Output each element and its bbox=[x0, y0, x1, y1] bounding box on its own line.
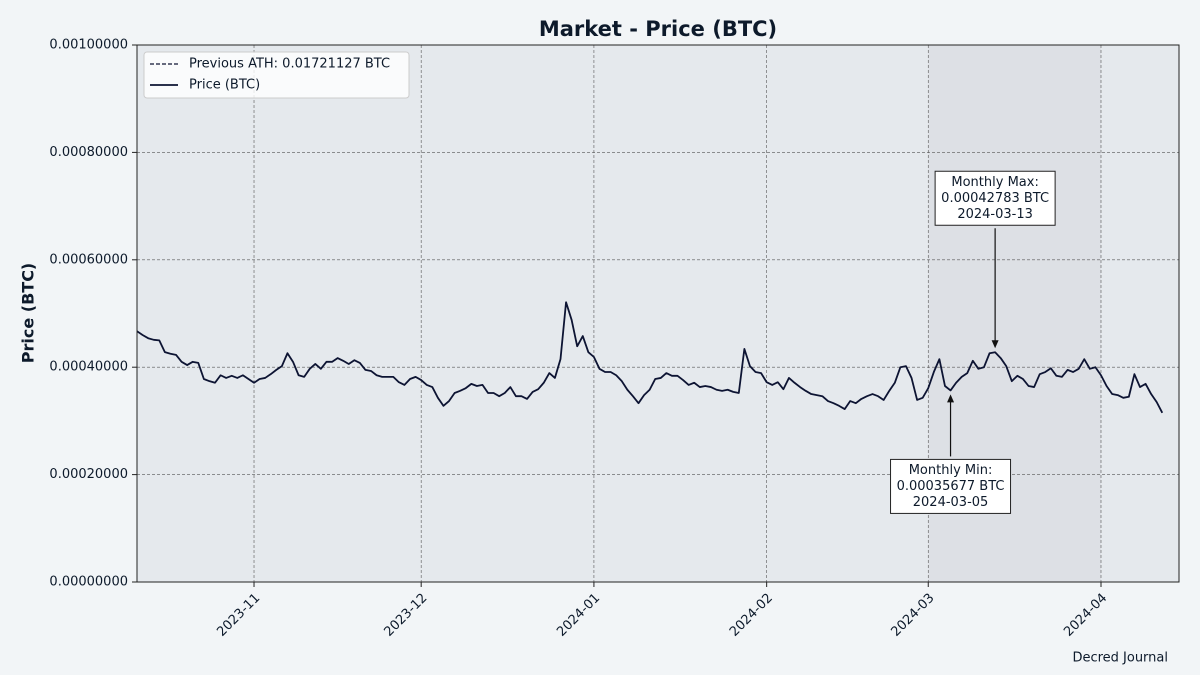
y-tick-label: 0.00020000 bbox=[49, 467, 128, 482]
legend-box bbox=[143, 51, 410, 99]
annotation-arrowhead bbox=[947, 394, 955, 403]
y-tick-label: 0.00060000 bbox=[49, 252, 128, 267]
x-tick-label: 2024-02 bbox=[727, 591, 776, 640]
x-tick-label: 2023-12 bbox=[381, 591, 430, 640]
annotation-text: 2024-03-05 bbox=[913, 495, 989, 510]
annotation-box bbox=[890, 458, 1012, 514]
footer: Decred Journal bbox=[1072, 651, 1168, 666]
annotation-box bbox=[934, 170, 1056, 226]
y-tick-label: 0.00100000 bbox=[49, 38, 128, 53]
plot-frame bbox=[136, 44, 1180, 583]
y-tick-label: 0.00040000 bbox=[49, 360, 128, 375]
annotation-text: Monthly Max: bbox=[951, 175, 1038, 190]
price-line bbox=[137, 301, 1164, 414]
annotation-text: Monthly Min: bbox=[909, 463, 993, 478]
x-tick-label: 2024-03 bbox=[889, 591, 938, 640]
x-tick-label: 2024-01 bbox=[554, 591, 603, 640]
legend-label: Price (BTC) bbox=[189, 78, 260, 93]
chart-title: Market - Price (BTC) bbox=[539, 17, 777, 41]
x-tick-label: 2023-11 bbox=[214, 591, 263, 640]
annotation-arrowhead bbox=[991, 340, 999, 349]
y-tick-label: 0.00080000 bbox=[49, 145, 128, 160]
y-axis-label: Price (BTC) bbox=[19, 263, 38, 363]
annotation-text: 0.00035677 BTC bbox=[897, 479, 1005, 494]
annotation-text: 0.00042783 BTC bbox=[941, 191, 1049, 206]
legend-label: Previous ATH: 0.01721127 BTC bbox=[189, 57, 390, 72]
x-tick-label: 2024-04 bbox=[1061, 591, 1110, 640]
plot-clip bbox=[137, 301, 1164, 414]
annotation-text: 2024-03-13 bbox=[957, 207, 1033, 222]
y-tick-label: 0.00000000 bbox=[49, 575, 128, 590]
